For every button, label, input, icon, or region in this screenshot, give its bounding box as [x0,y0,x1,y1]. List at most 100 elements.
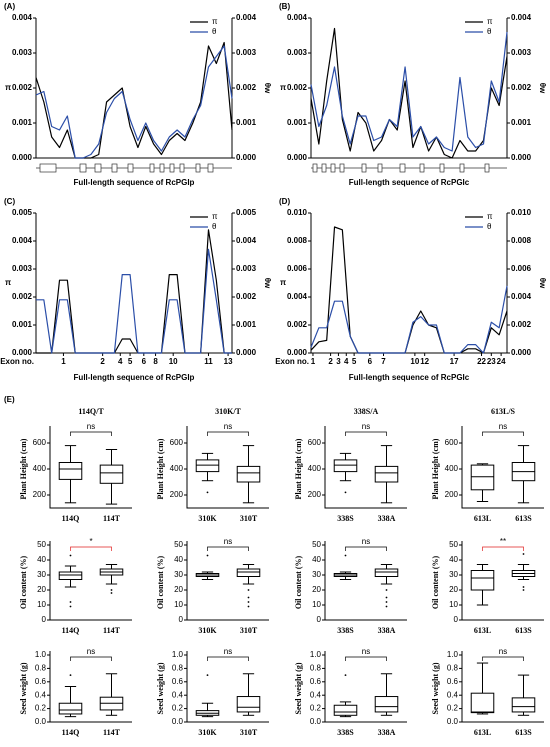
outlier [385,605,388,608]
x-axis-label: Full-length sequence of RcPGIp [74,178,195,187]
outlier [69,554,72,557]
y-axis-label: Plant Height (cm) [19,438,28,499]
x-tick-label: 7 [381,357,386,366]
y-axis-label: π [280,278,286,287]
y-tick-label: 0.002 [12,83,33,92]
y-tick-label: 0.005 [12,208,33,217]
panel-label: (C) [4,197,15,206]
x-tick-label: 613L [474,514,491,523]
y-tick-label: 0.2 [35,704,47,713]
y2-tick-label: 0.002 [511,83,532,92]
y-tick-label: 0.000 [12,348,33,357]
y-tick-label: 20 [312,585,321,594]
x-tick-label: 338S [337,514,354,523]
y-tick-label: 0.010 [287,208,308,217]
y-tick-label: 0.4 [447,690,459,699]
axis-frame [310,18,508,159]
y-axis-label: Seed weight (g) [156,662,165,714]
box [58,702,83,715]
y-tick-label: 600 [33,438,47,447]
box [333,459,358,473]
box [470,570,495,591]
gene-structure-b [311,163,507,173]
significance-bracket [482,546,524,551]
y-axis-label: π [280,83,286,92]
y-tick-label: 200 [445,490,459,499]
significance-bracket [70,546,112,551]
outlier [344,674,347,676]
y-tick-label: 20 [37,585,46,594]
box [195,459,220,473]
y-tick-label: 0 [454,615,459,624]
outlier [206,554,209,557]
x-tick-label: 338S [337,728,354,737]
x-tick-label: 114T [103,626,121,635]
series-line [35,45,233,159]
significance-bracket [207,546,249,551]
significance-bracket [482,431,524,436]
significance-label: ns [87,422,95,431]
outlier [69,601,72,603]
outlier [344,554,347,557]
outlier [247,589,250,591]
y-tick-label: 30 [449,570,458,579]
axes [49,541,132,621]
y2-tick-label: 0.003 [511,48,532,57]
y-tick-label: 30 [312,570,321,579]
y-tick-label: 10 [312,600,321,609]
y-tick-label: 20 [174,585,183,594]
y-tick-label: 50 [449,540,458,549]
y-tick-label: 0.2 [310,704,322,713]
significance-bracket [70,656,112,661]
y-tick-label: 0.004 [287,13,308,22]
y-tick-label: 0.2 [172,704,184,713]
y2-tick-label: 0.004 [236,13,257,22]
legend-label: π [212,212,218,221]
significance-bracket [345,546,387,551]
y-tick-label: 0 [42,615,47,624]
y2-axis-label: θw [263,278,272,289]
y-tick-label: 50 [312,540,321,549]
x-tick-label: 613S [515,626,532,635]
legend-label: θ [212,27,217,36]
y-tick-label: 400 [445,464,459,473]
significance-bracket [482,656,524,661]
y2-tick-label: 0.002 [236,292,257,301]
box [470,464,495,491]
x-tick-label: 613S [515,728,532,737]
y-tick-label: 1.0 [447,650,459,659]
x-tick-label: 5 [128,357,133,366]
y2-axis-label: θw [538,83,547,94]
x-tick-label: 114Q [62,728,80,737]
x-tick-label: 613L [474,626,491,635]
axes [324,426,407,509]
y-tick-label: 0.000 [287,153,308,162]
y-tick-label: 0.6 [310,677,322,686]
x-tick-label: 24 [497,357,506,366]
y-tick-label: 40 [37,555,46,564]
x-tick-label: 13 [224,357,233,366]
y-tick-label: 0.4 [35,690,47,699]
box [236,568,261,577]
outlier [206,491,209,494]
y-axis-label: Plant Height (cm) [294,438,303,499]
y-tick-label: 0.002 [12,292,33,301]
y-tick-label: 40 [449,555,458,564]
x-tick-label: 3 [336,357,341,366]
y2-tick-label: 0.000 [236,153,257,162]
y-tick-label: 1.0 [310,650,322,659]
legend-label: π [212,17,218,26]
panel-label: (A) [4,2,15,11]
x-tick-label: 2 [328,357,333,366]
series-line [36,248,232,354]
y2-axis-label: θw [263,83,272,94]
x-ticks-title: Exon no. [0,357,34,366]
x-tick-label: 114T [103,728,121,737]
y2-tick-label: 0.003 [236,48,257,57]
x-tick-label: 613L [474,728,491,737]
significance-label: * [89,537,92,546]
axis-frame [35,213,233,354]
y-axis-label: Oil content (%) [294,556,303,610]
x-tick-label: 310K [198,514,217,523]
